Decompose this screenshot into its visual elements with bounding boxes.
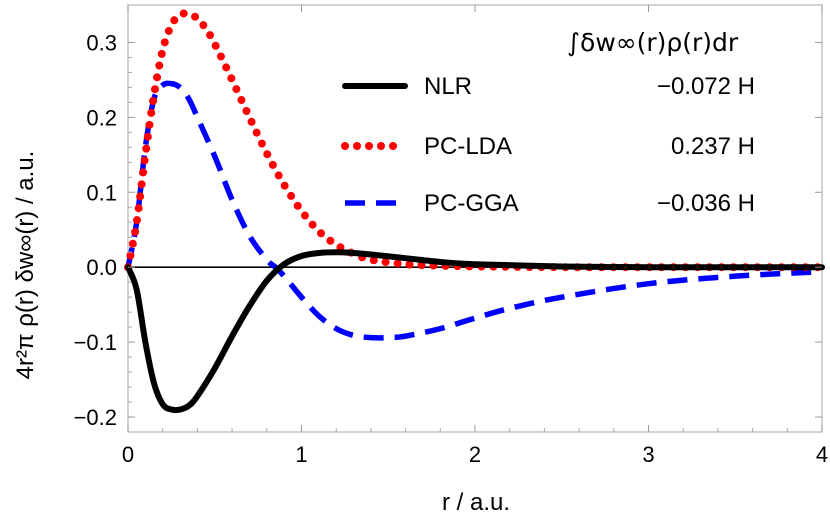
legend-title: ∫δw∞(r)ρ(r)dr <box>567 28 739 57</box>
x-tick-label: 1 <box>295 442 307 467</box>
tick-layer: 0 1 2 3 4 −0.2 −0.1 0.0 0.1 0.2 0.3 <box>74 5 828 467</box>
x-tick-label: 3 <box>642 442 654 467</box>
legend-layer: ∫δw∞(r)ρ(r)dr NLR −0.072 H PC-LDA 0.237 H PC-… <box>341 28 755 217</box>
legend-label: PC-LDA <box>424 133 512 160</box>
series-line-pc-gga <box>125 80 823 341</box>
x-tick-label: 2 <box>469 442 481 467</box>
legend-label: NLR <box>424 73 472 100</box>
y-tick-label: 0.0 <box>86 255 117 280</box>
plot-area-border <box>127 4 823 433</box>
x-axis-title: r / a.u. <box>442 489 510 516</box>
x-tick-label: 0 <box>122 442 134 467</box>
y-axis-title: 4r²π ρ(r) δw∞(r) / a.u. <box>12 151 39 380</box>
legend-value: 0.237 H <box>671 133 755 160</box>
series-layer <box>124 9 826 414</box>
legend-value: −0.072 H <box>657 73 755 100</box>
x-tick-label: 4 <box>816 442 828 467</box>
legend-value: −0.036 H <box>657 190 755 217</box>
y-tick-label: 0.3 <box>86 30 117 55</box>
y-tick-label: −0.1 <box>74 330 117 355</box>
y-tick-label: −0.2 <box>74 405 117 430</box>
legend-label: PC-GGA <box>424 190 519 217</box>
plot-frame <box>127 4 823 433</box>
y-tick-label: 0.1 <box>86 180 117 205</box>
y-tick-label: 0.2 <box>86 105 117 130</box>
series-line-nlr <box>125 249 825 414</box>
